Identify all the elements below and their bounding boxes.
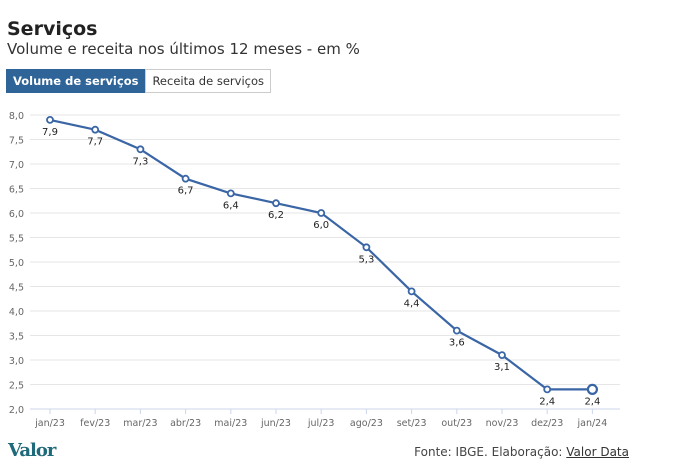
y-tick-label: 4,0	[9, 307, 24, 318]
x-tick-label: jan/23	[34, 418, 65, 429]
data-label: 6,2	[268, 210, 284, 221]
data-label: 3,1	[494, 362, 510, 373]
x-tick-label: fev/23	[80, 418, 110, 429]
x-tick-label: abr/23	[170, 418, 201, 429]
data-label: 3,6	[449, 338, 465, 349]
data-point	[181, 174, 190, 183]
x-tick-label: mar/23	[123, 418, 157, 429]
tab-receita-de-servicos[interactable]: Receita de serviços	[145, 69, 271, 93]
data-label: 4,4	[404, 298, 420, 309]
x-tick-label: dez/23	[531, 418, 563, 429]
y-tick-label: 2,0	[9, 405, 24, 416]
data-point	[362, 243, 371, 252]
x-tick-label: ago/23	[350, 418, 383, 429]
series-tabs: Volume de serviços Receita de serviços	[6, 69, 271, 93]
x-tick-label: jul/23	[307, 418, 335, 429]
data-label: 7,9	[42, 127, 58, 138]
data-label: 2,4	[584, 396, 600, 407]
y-tick-label: 8,0	[9, 111, 24, 122]
x-tick-label: jun/23	[260, 418, 291, 429]
y-tick-label: 7,0	[9, 160, 24, 171]
data-label: 2,4	[539, 396, 555, 407]
data-point	[272, 199, 280, 208]
data-point	[498, 351, 506, 360]
y-tick-label: 7,5	[9, 136, 24, 147]
data-label: 5,3	[358, 254, 374, 265]
y-tick-label: 2,5	[9, 381, 24, 392]
data-point	[317, 209, 326, 217]
y-tick-label: 5,5	[9, 234, 24, 245]
x-tick-label: jan/24	[577, 418, 608, 429]
chart-title: Serviços	[7, 18, 98, 40]
data-label: 6,0	[313, 220, 329, 231]
x-tick-label: out/23	[441, 418, 472, 429]
x-tick-label: nov/23	[486, 418, 519, 429]
data-label: 7,3	[132, 156, 148, 167]
data-point	[586, 383, 599, 395]
data-point	[91, 125, 100, 134]
data-point	[452, 326, 461, 335]
data-label: 7,7	[87, 137, 103, 148]
y-tick-label: 6,0	[9, 209, 24, 220]
source-text: Fonte: IBGE. Elaboração:	[414, 445, 567, 459]
data-label: 6,7	[178, 186, 194, 197]
data-point	[46, 116, 54, 124]
data-point	[226, 189, 235, 198]
valor-data-link[interactable]: Valor Data	[566, 445, 629, 459]
series-line	[49, 118, 593, 391]
data-label: 6,4	[223, 200, 239, 211]
y-tick-label: 6,5	[9, 185, 24, 196]
y-tick-label: 3,5	[9, 332, 24, 343]
data-point	[407, 287, 416, 296]
x-tick-label: set/23	[397, 418, 427, 429]
data-point	[136, 145, 145, 154]
data-point	[543, 385, 552, 394]
x-tick-label: mai/23	[214, 418, 247, 429]
valor-logo: Valor	[8, 440, 56, 461]
tab-volume-de-servicos[interactable]: Volume de serviços	[6, 69, 146, 93]
chart-subtitle: Volume e receita nos últimos 12 meses - …	[7, 40, 360, 58]
y-tick-label: 5,0	[9, 258, 24, 269]
source-note: Fonte: IBGE. Elaboração: Valor Data	[414, 445, 629, 459]
y-tick-label: 3,0	[9, 356, 24, 367]
y-tick-label: 4,5	[9, 283, 24, 294]
